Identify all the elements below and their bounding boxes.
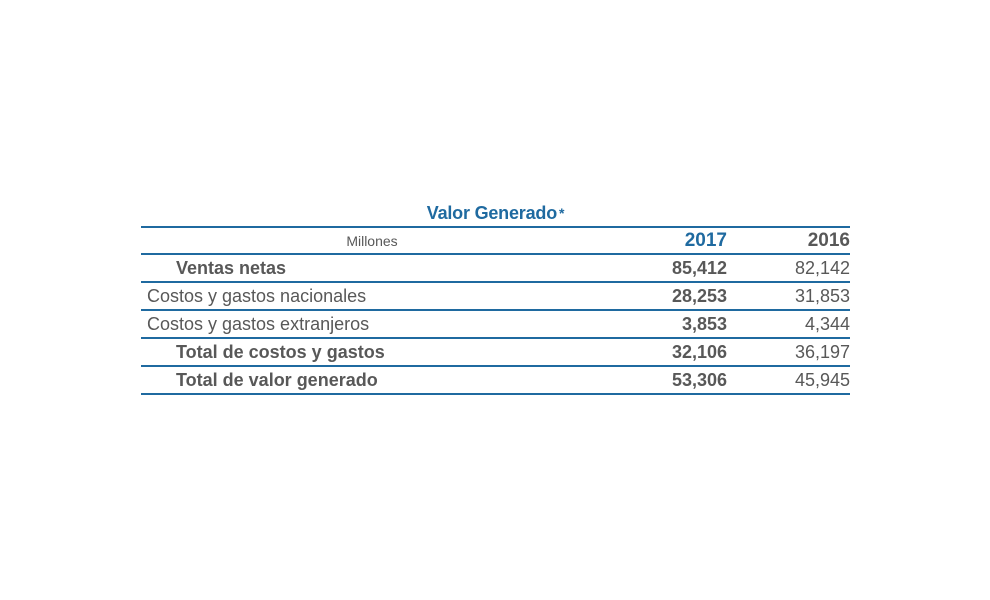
value-2016: 45,945 — [794, 369, 850, 390]
table-title-text: Valor Generado — [426, 202, 557, 223]
table-row-costos-extranjeros: Costos y gastos extranjeros 3,853 4,344 — [141, 311, 850, 339]
value-2016: 4,344 — [804, 313, 850, 334]
table-title: Valor Generado * — [141, 200, 850, 226]
row-label: Total de costos y gastos — [176, 341, 385, 362]
row-label: Total de valor generado — [176, 369, 378, 390]
table-row-total-valor: Total de valor generado 53,306 45,945 — [141, 367, 850, 395]
value-2016: 82,142 — [794, 257, 850, 278]
valor-generado-table: Valor Generado * Millones 2017 2016 Venta… — [141, 200, 850, 395]
value-2017: 53,306 — [671, 369, 727, 390]
table-row-total-costos: Total de costos y gastos 32,106 36,197 — [141, 339, 850, 367]
value-2016: 36,197 — [794, 341, 850, 362]
row-label: Ventas netas — [176, 257, 287, 278]
year-2016-header: 2016 — [807, 229, 850, 251]
value-2017: 85,412 — [671, 257, 727, 278]
title-footnote-mark: * — [559, 205, 565, 221]
row-label: Costos y gastos nacionales — [147, 285, 367, 306]
year-2017-header: 2017 — [684, 229, 727, 251]
units-label: Millones — [346, 232, 398, 249]
table-row-costos-nacionales: Costos y gastos nacionales 28,253 31,853 — [141, 283, 850, 311]
value-2017: 32,106 — [671, 341, 727, 362]
value-2016: 31,853 — [794, 285, 850, 306]
table-row-ventas-netas: Ventas netas 85,412 82,142 — [141, 255, 850, 283]
row-label: Costos y gastos extranjeros — [147, 313, 370, 334]
value-2017: 3,853 — [681, 313, 727, 334]
header-row: Millones 2017 2016 — [141, 226, 850, 255]
value-2017: 28,253 — [671, 285, 727, 306]
